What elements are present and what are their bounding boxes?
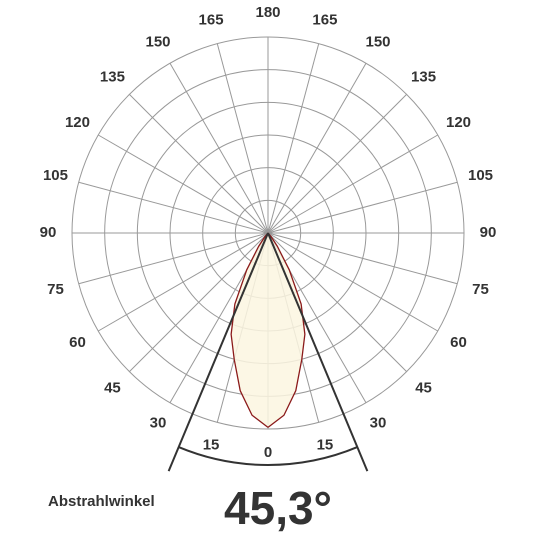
angle-label: 15: [317, 436, 334, 453]
grid-spoke: [78, 181, 269, 234]
angle-label: 120: [446, 114, 471, 131]
intensity-lobe: [230, 232, 269, 428]
angle-label: 30: [150, 414, 167, 431]
angle-label: 30: [370, 414, 387, 431]
angle-label: 60: [450, 334, 467, 351]
angle-label: 150: [365, 33, 390, 50]
grid-spoke: [267, 94, 407, 234]
grid-spoke: [129, 232, 269, 372]
grid-spoke: [98, 134, 269, 234]
grid-spoke: [267, 232, 458, 285]
intensity-lobe: [267, 232, 306, 428]
angle-label: 75: [472, 281, 489, 298]
grid-spoke: [169, 63, 269, 234]
grid-spoke: [267, 232, 438, 332]
angle-label: 0: [264, 444, 272, 461]
angle-label: 45: [104, 380, 121, 397]
angle-label: 180: [255, 4, 280, 21]
grid-spoke: [216, 43, 269, 234]
grid-spoke: [129, 94, 269, 234]
angle-label: 150: [145, 33, 170, 50]
beam-line: [267, 232, 369, 472]
grid-spoke: [267, 63, 367, 234]
angle-label: 90: [40, 224, 57, 241]
angle-label: 165: [199, 11, 224, 28]
beam-angle-value: 45,3°: [224, 482, 332, 534]
grid-spoke: [267, 232, 407, 372]
angle-label: 90: [480, 224, 497, 241]
angle-label: 105: [43, 167, 68, 184]
beam-line: [167, 232, 269, 472]
grid-spoke: [267, 43, 320, 234]
angle-label: 105: [468, 167, 493, 184]
grid-spoke: [78, 232, 269, 285]
angle-label: 120: [65, 114, 90, 131]
grid-spoke: [267, 134, 438, 234]
grid-spoke: [98, 232, 269, 332]
angle-label: 135: [100, 68, 125, 85]
beam-angle-title: Abstrahlwinkel: [48, 493, 155, 510]
angle-label: 75: [47, 281, 64, 298]
angle-label: 15: [203, 436, 220, 453]
angle-label: 60: [69, 334, 86, 351]
grid-spoke: [267, 181, 458, 234]
beam-arc: [178, 446, 358, 466]
angle-label: 135: [411, 68, 436, 85]
angle-label: 165: [312, 11, 337, 28]
angle-label: 45: [415, 380, 432, 397]
